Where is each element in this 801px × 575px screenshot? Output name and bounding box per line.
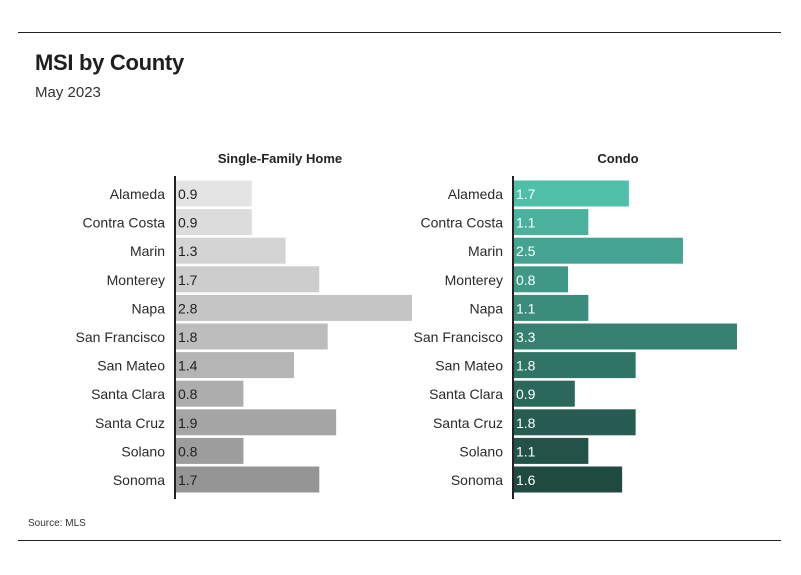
condo-category-label: Santa Clara xyxy=(429,386,503,402)
condo-category-label: Santa Cruz xyxy=(433,415,503,431)
sfh-category-label: Santa Clara xyxy=(91,386,165,402)
sfh-data-label: 1.7 xyxy=(178,272,198,288)
sfh-data-label: 0.9 xyxy=(178,215,198,231)
sfh-data-label: 1.7 xyxy=(178,472,198,488)
sfh-category-label: Sonoma xyxy=(113,472,165,488)
sfh-bar xyxy=(176,237,286,264)
sfh-data-label: 1.3 xyxy=(178,243,198,259)
sfh-bar xyxy=(176,209,252,236)
condo-bar xyxy=(514,352,636,379)
condo-data-label: 1.1 xyxy=(516,215,536,231)
condo-data-label: 1.8 xyxy=(516,358,536,374)
sfh-bar xyxy=(176,266,320,293)
sfh-category-label: San Mateo xyxy=(97,358,165,374)
chart-title: MSI by County xyxy=(35,50,184,75)
condo-bar xyxy=(514,380,575,407)
condo-bar xyxy=(514,237,683,264)
condo-data-label: 0.9 xyxy=(516,386,536,402)
condo-category-label: Monterey xyxy=(445,272,503,288)
sfh-data-label: 2.8 xyxy=(178,300,198,316)
condo-category-label: Sonoma xyxy=(451,472,503,488)
sfh-category-label: Monterey xyxy=(107,272,165,288)
sfh-data-label: 0.9 xyxy=(178,186,198,202)
chart-subtitle: May 2023 xyxy=(35,84,101,101)
sfh-category-label: Alameda xyxy=(110,186,165,202)
sfh-data-label: 0.8 xyxy=(178,443,198,459)
condo-data-label: 0.8 xyxy=(516,272,536,288)
bottom-rule xyxy=(18,540,781,541)
condo-category-label: San Francisco xyxy=(414,329,504,345)
condo-category-label: Marin xyxy=(468,243,503,259)
condo-data-label: 1.8 xyxy=(516,415,536,431)
condo-data-label: 3.3 xyxy=(516,329,536,345)
sfh-bar xyxy=(176,352,294,379)
condo-category-label: Solano xyxy=(459,443,503,459)
sfh-data-label: 0.8 xyxy=(178,386,198,402)
condo-data-label: 1.1 xyxy=(516,443,536,459)
sfh-category-label: Contra Costa xyxy=(83,215,166,231)
condo-data-label: 1.1 xyxy=(516,300,536,316)
condo-bar xyxy=(514,209,589,236)
sfh-bar xyxy=(176,409,337,436)
condo-bar xyxy=(514,437,589,464)
sfh-data-label: 1.9 xyxy=(178,415,198,431)
condo-panel-title: Condo xyxy=(597,151,638,166)
sfh-category-label: San Francisco xyxy=(76,329,166,345)
condo-category-label: San Mateo xyxy=(435,358,503,374)
sfh-category-label: Marin xyxy=(130,243,165,259)
sfh-data-label: 1.8 xyxy=(178,329,198,345)
top-rule xyxy=(18,32,781,33)
sfh-data-label: 1.4 xyxy=(178,358,198,374)
condo-data-label: 1.6 xyxy=(516,472,536,488)
condo-bar xyxy=(514,294,589,321)
sfh-category-label: Napa xyxy=(132,300,166,316)
condo-panel: Condo Alameda 1.7 Contra Costa 1.1 Marin 2.5 Mo… xyxy=(414,151,737,499)
sfh-category-label: Santa Cruz xyxy=(95,415,165,431)
condo-category-label: Contra Costa xyxy=(421,215,504,231)
sfh-bar xyxy=(176,380,244,407)
sfh-bar xyxy=(176,323,328,350)
sfh-bar xyxy=(176,180,252,207)
sfh-panel: Single-Family Home Alameda 0.9 Contra Costa… xyxy=(76,151,412,499)
sfh-bar xyxy=(176,466,320,493)
condo-bar xyxy=(514,266,569,293)
condo-data-label: 2.5 xyxy=(516,243,536,259)
condo-bar xyxy=(514,409,636,436)
condo-category-label: Napa xyxy=(470,300,504,316)
sfh-bar xyxy=(176,294,412,321)
condo-bar xyxy=(514,466,623,493)
condo-data-label: 1.7 xyxy=(516,186,536,202)
sfh-category-label: Solano xyxy=(121,443,165,459)
source-note: Source: MLS xyxy=(28,518,86,529)
sfh-panel-title: Single-Family Home xyxy=(218,151,342,166)
sfh-bar xyxy=(176,437,244,464)
condo-category-label: Alameda xyxy=(448,186,503,202)
condo-bar xyxy=(514,323,737,350)
condo-bar xyxy=(514,180,629,207)
